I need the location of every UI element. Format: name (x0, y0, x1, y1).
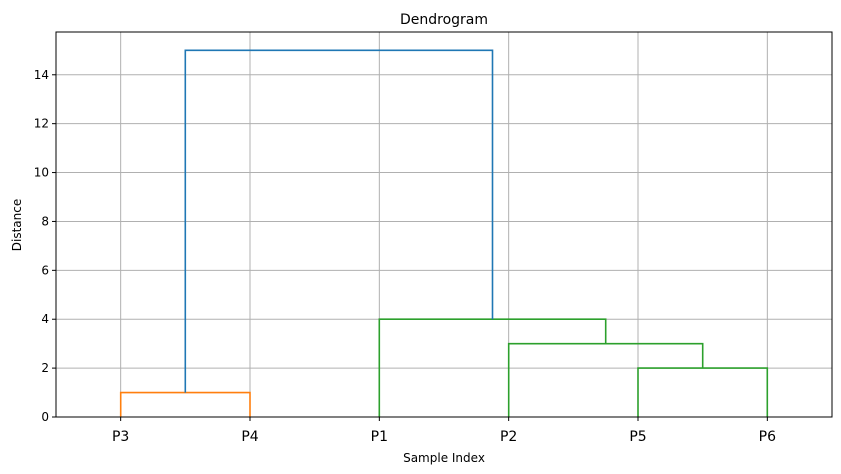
dendrogram-link (637, 367, 769, 417)
plot-frame (55, 31, 833, 418)
y-tick-label: 4 (41, 312, 49, 326)
leaf-label: P4 (241, 429, 258, 445)
x-axis-label: Sample Index (403, 451, 485, 465)
y-axis-ticks: 0 2 4 6 8 10 12 14 (34, 68, 56, 424)
y-axis-label: Distance (10, 199, 24, 251)
y-tick-label: 0 (41, 410, 49, 424)
leaf-label: P6 (759, 429, 776, 445)
y-tick-label: 8 (41, 214, 49, 228)
leaf-label: P5 (629, 429, 646, 445)
dendrogram-link (119, 391, 251, 417)
leaf-label: P3 (112, 429, 129, 445)
dendrogram-link (184, 49, 494, 393)
x-axis-ticks: P3 P4 P1 P2 P5 P6 (112, 417, 776, 445)
y-tick-label: 10 (34, 166, 49, 180)
grid-lines (56, 32, 832, 418)
dendrogram-links (119, 49, 769, 417)
leaf-label: P1 (371, 429, 388, 445)
dendrogram-link (507, 342, 704, 417)
y-tick-label: 12 (34, 117, 49, 131)
y-tick-label: 6 (41, 263, 49, 277)
chart-title: Dendrogram (400, 12, 488, 28)
y-tick-label: 2 (41, 361, 49, 375)
y-tick-label: 14 (34, 68, 49, 82)
leaf-label: P2 (500, 429, 517, 445)
